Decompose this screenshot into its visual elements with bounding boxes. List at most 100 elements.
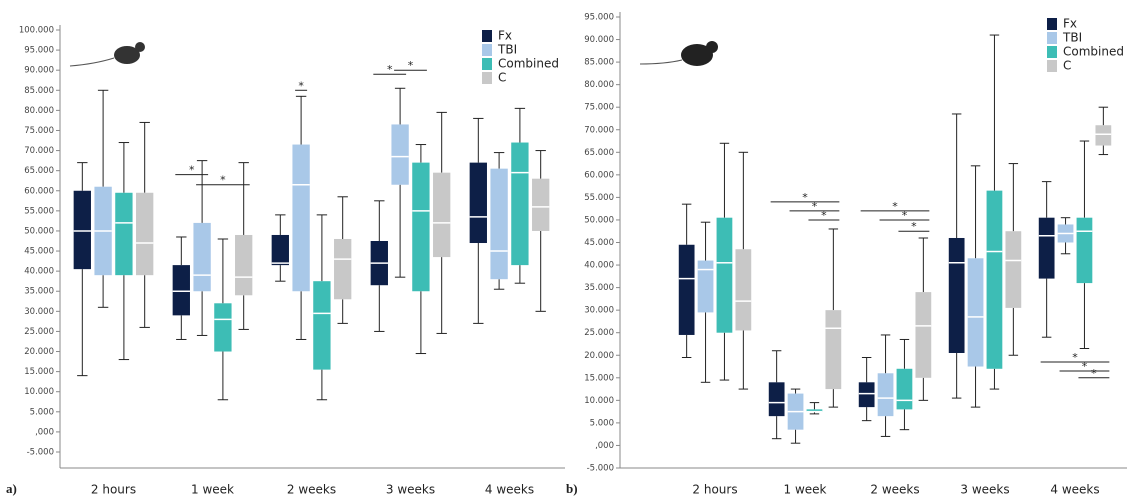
- box: [948, 237, 965, 353]
- significance-label: *: [812, 200, 818, 213]
- y-tick-label: 95.000: [24, 46, 54, 56]
- legend-label: C: [498, 71, 506, 85]
- x-tick-label: 3 weeks: [960, 483, 1009, 497]
- y-tick-label: 40.000: [24, 267, 54, 277]
- box: [292, 144, 310, 292]
- y-tick-label: 35.000: [24, 287, 54, 297]
- mouse-icon: [69, 42, 145, 67]
- box: [334, 238, 352, 300]
- box: [716, 217, 733, 333]
- box: [172, 265, 190, 316]
- legend-swatch: [1047, 18, 1057, 30]
- y-tick-label: 55.000: [24, 206, 54, 216]
- box: [136, 192, 154, 276]
- x-tick-label: 2 hours: [91, 483, 136, 497]
- y-tick-label: 5.000: [590, 418, 614, 428]
- y-tick-label: 10.000: [24, 387, 54, 397]
- y-tick-label: 50.000: [584, 215, 614, 225]
- y-tick-label: 90.000: [24, 66, 54, 76]
- legend-swatch: [482, 44, 492, 56]
- box: [735, 249, 752, 331]
- y-tick-label: -5.000: [27, 448, 54, 458]
- box: [1038, 217, 1055, 279]
- y-tick-label: 15.000: [24, 367, 54, 377]
- y-tick-label: 75.000: [584, 103, 614, 113]
- y-tick-label: 90.000: [584, 35, 614, 45]
- y-tick-label: 80.000: [584, 80, 614, 90]
- significance-label: *: [387, 63, 393, 76]
- box: [391, 124, 409, 185]
- box: [214, 303, 232, 352]
- y-tick-label: 60.000: [584, 170, 614, 180]
- y-tick-label: 15.000: [584, 373, 614, 383]
- significance-label: *: [220, 174, 226, 187]
- box: [532, 178, 550, 231]
- box: [678, 244, 695, 335]
- x-tick-label: 4 weeks: [1050, 483, 1099, 497]
- y-tick-label: 10.000: [584, 396, 614, 406]
- box: [313, 281, 331, 370]
- box: [433, 172, 451, 258]
- y-tick-label: 95.000: [584, 13, 614, 23]
- box: [115, 192, 133, 276]
- x-tick-label: 2 weeks: [870, 483, 919, 497]
- legend-label: TBI: [1062, 31, 1082, 45]
- significance-label: *: [902, 209, 908, 222]
- box: [697, 260, 714, 313]
- y-tick-label: 45.000: [24, 247, 54, 257]
- box: [1005, 231, 1022, 308]
- significance-label: *: [189, 164, 195, 177]
- y-tick-label: 25.000: [24, 327, 54, 337]
- y-tick-label: 80.000: [24, 106, 54, 116]
- y-tick-label: 65.000: [24, 166, 54, 176]
- y-tick-label: 30.000: [584, 306, 614, 316]
- box: [490, 168, 508, 280]
- box: [825, 310, 842, 390]
- significance-label: *: [1072, 351, 1078, 364]
- y-tick-label: 70.000: [24, 146, 54, 156]
- y-tick-label: 35.000: [584, 283, 614, 293]
- panel-label: b): [566, 481, 578, 496]
- significance-label: *: [911, 220, 917, 233]
- y-tick-label: 100.000: [19, 26, 54, 36]
- significance-label: *: [298, 79, 304, 92]
- box: [1076, 217, 1093, 284]
- y-tick-label: 85.000: [584, 58, 614, 68]
- box: [806, 409, 823, 412]
- y-tick-label: 20.000: [24, 347, 54, 357]
- y-tick-label: 40.000: [584, 261, 614, 271]
- significance-label: *: [408, 59, 414, 72]
- y-tick-label: 55.000: [584, 193, 614, 203]
- significance-label: *: [802, 191, 808, 204]
- box: [877, 373, 894, 417]
- significance-label: *: [821, 209, 827, 222]
- box: [511, 142, 529, 266]
- y-tick-label: -5.000: [587, 464, 614, 474]
- box: [235, 234, 253, 296]
- box: [896, 368, 913, 410]
- y-tick-label: 85.000: [24, 86, 54, 96]
- y-tick-label: 65.000: [584, 148, 614, 158]
- significance-label: *: [1091, 367, 1097, 380]
- y-tick-label: 75.000: [24, 126, 54, 136]
- legend-swatch: [482, 72, 492, 84]
- y-tick-label: 5.000: [30, 407, 54, 417]
- legend-label: Combined: [1063, 45, 1124, 59]
- legend-label: Combined: [498, 57, 559, 71]
- x-tick-label: 4 weeks: [485, 483, 534, 497]
- box: [271, 234, 289, 266]
- legend-swatch: [482, 30, 492, 42]
- legend-label: Fx: [1063, 17, 1077, 31]
- panel-label: a): [6, 481, 17, 496]
- y-tick-label: 70.000: [584, 125, 614, 135]
- box: [768, 382, 785, 417]
- y-tick-label: ,000: [595, 441, 614, 451]
- legend-swatch: [1047, 32, 1057, 44]
- significance-label: *: [892, 200, 898, 213]
- x-tick-label: 3 weeks: [386, 483, 435, 497]
- y-tick-label: 60.000: [24, 186, 54, 196]
- legend-swatch: [482, 58, 492, 70]
- box: [469, 162, 487, 244]
- box: [193, 222, 211, 292]
